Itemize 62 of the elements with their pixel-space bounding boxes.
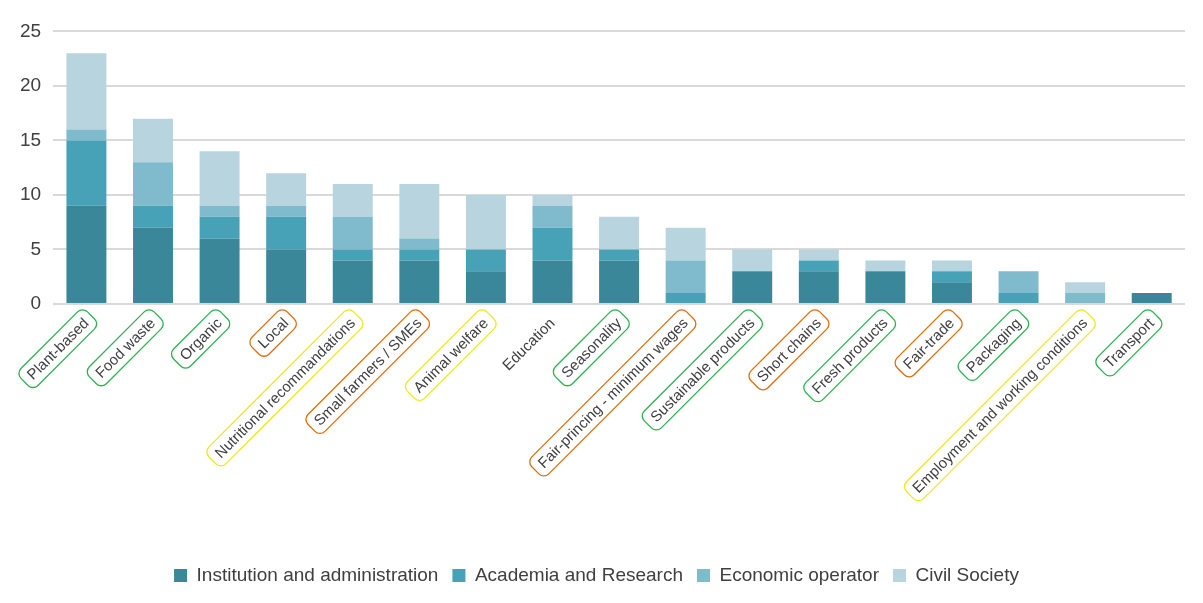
- bar: [1065, 293, 1106, 303]
- bar: [266, 216, 307, 250]
- bar: [1131, 293, 1172, 303]
- bar: [399, 184, 440, 239]
- bar: [266, 249, 307, 303]
- bar: [665, 227, 706, 261]
- bar: [865, 271, 906, 303]
- y-tick-label: 15: [19, 128, 42, 150]
- bar: [998, 271, 1039, 294]
- bar: [732, 249, 773, 272]
- bar: [465, 249, 506, 272]
- bar: [465, 271, 506, 303]
- bar: [133, 227, 173, 303]
- legend-label: Institution and administration: [196, 563, 439, 585]
- bar: [532, 260, 573, 303]
- bar: [199, 238, 240, 303]
- bar: [665, 293, 706, 303]
- bar: [199, 205, 240, 217]
- bar: [332, 260, 373, 303]
- bar: [399, 249, 440, 261]
- bar: [532, 205, 573, 228]
- bar: [932, 271, 972, 283]
- bar: [133, 118, 173, 163]
- bar: [266, 205, 307, 217]
- bar: [266, 173, 307, 206]
- y-tick-label: 0: [30, 292, 42, 314]
- bar: [998, 293, 1039, 303]
- bar: [599, 216, 640, 250]
- bar: [532, 194, 573, 206]
- bar: [798, 249, 839, 261]
- bar: [399, 238, 440, 250]
- bar: [399, 260, 440, 303]
- legend-label: Academia and Research: [474, 563, 684, 585]
- bar: [332, 249, 373, 261]
- bar: [532, 227, 573, 261]
- bar: [465, 194, 506, 250]
- legend-label: Economic operator: [719, 563, 880, 585]
- bar: [66, 129, 107, 141]
- bar: [332, 216, 373, 250]
- bar: [798, 260, 839, 272]
- bar: [199, 151, 240, 206]
- bar: [798, 271, 839, 303]
- y-tick-label: 5: [30, 237, 42, 259]
- y-tick-label: 20: [19, 74, 42, 96]
- y-tick-label: 25: [19, 19, 42, 41]
- bar: [732, 271, 773, 303]
- bar: [665, 260, 706, 294]
- bar: [133, 162, 173, 206]
- bar: [599, 249, 640, 261]
- bar: [332, 184, 373, 217]
- bar: [865, 260, 906, 272]
- bar: [1065, 282, 1106, 294]
- bar: [66, 53, 107, 130]
- legend-label: Civil Society: [915, 563, 1020, 585]
- y-tick-label: 10: [19, 183, 42, 205]
- bar: [599, 260, 640, 303]
- bar: [66, 140, 107, 206]
- bar: [133, 205, 173, 228]
- bar: [932, 260, 972, 272]
- bar: [66, 205, 107, 303]
- bar: [932, 282, 972, 303]
- bar: [199, 216, 240, 239]
